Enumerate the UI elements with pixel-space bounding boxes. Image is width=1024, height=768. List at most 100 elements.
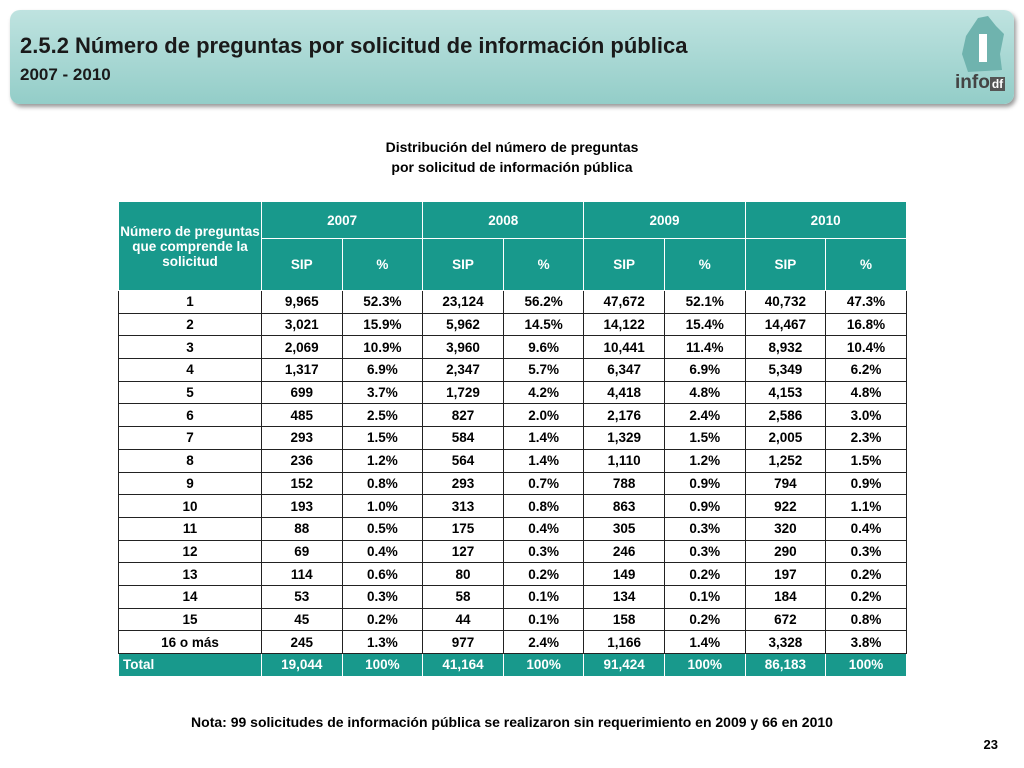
cell: 14,467: [744, 312, 827, 337]
cell: 672: [744, 607, 827, 632]
data-row: 6 485 2.5% 827 2.0% 2,176 2.4% 2,586 3.0%: [118, 403, 907, 428]
total-cell: 100%: [502, 653, 585, 677]
cell: 1.2%: [341, 448, 424, 473]
cell: 52.3%: [341, 290, 424, 314]
cell: 7: [118, 426, 262, 450]
cell: 0.3%: [502, 539, 585, 564]
cell: 320: [744, 516, 827, 541]
header-row: Número de preguntas que comprende la sol…: [118, 201, 907, 291]
cell: 827: [422, 403, 504, 428]
cell: 699: [261, 380, 343, 405]
total-row: Total 19,044 100% 41,164 100% 91,424 100% 86,18…: [118, 653, 907, 677]
cell: 4.8%: [663, 380, 746, 405]
cell: 3.8%: [825, 630, 907, 654]
cell: 0.2%: [663, 607, 746, 632]
total-cell: 100%: [825, 653, 907, 677]
cell: 5,349: [744, 358, 827, 382]
cell: 1.3%: [341, 630, 424, 654]
cell: 0.1%: [663, 584, 746, 609]
cell: 863: [583, 494, 665, 518]
cell: 5,962: [422, 312, 504, 337]
total-cell: 41,164: [422, 653, 504, 677]
cell: 3.0%: [825, 403, 907, 428]
cell: 0.4%: [341, 539, 424, 564]
cell: 8: [118, 448, 262, 473]
data-row: 5 699 3.7% 1,729 4.2% 4,418 4.8% 4,153 4.8%: [118, 380, 907, 405]
cell: 184: [744, 584, 827, 609]
cell: 6.9%: [341, 358, 424, 382]
data-row: 11 88 0.5% 175 0.4% 305 0.3% 320 0.4%: [118, 516, 907, 541]
data-row: 13 114 0.6% 80 0.2% 149 0.2% 197 0.2%: [118, 562, 907, 586]
cell: 0.7%: [502, 471, 585, 496]
cell: 0.1%: [502, 584, 585, 609]
cell: 47.3%: [825, 290, 907, 314]
cell: 1,166: [583, 630, 665, 654]
cell: 15.9%: [341, 312, 424, 337]
cell: 2,069: [261, 335, 343, 360]
cell: 197: [744, 562, 827, 586]
cell: 0.2%: [825, 584, 907, 609]
cell: 5.7%: [502, 358, 585, 382]
note: Nota: 99 solicitudes de información públ…: [191, 714, 833, 730]
cell: 10,441: [583, 335, 665, 360]
cell: 0.8%: [825, 607, 907, 632]
cell: 9,965: [261, 290, 343, 314]
cell: 6.2%: [825, 358, 907, 382]
cell: 0.8%: [502, 494, 585, 518]
cell: 69: [261, 539, 343, 564]
cell: 2,176: [583, 403, 665, 428]
cell: 2.3%: [825, 426, 907, 450]
cell: 193: [261, 494, 343, 518]
data-row: 2 3,021 15.9% 5,962 14.5% 14,122 15.4% 14,467 16…: [118, 312, 907, 337]
cell: 5: [118, 380, 262, 405]
cell: 0.2%: [663, 562, 746, 586]
cell: 290: [744, 539, 827, 564]
sub-header: %: [502, 238, 585, 291]
total-cell: 100%: [663, 653, 746, 677]
cell: 4: [118, 358, 262, 382]
total-cell: 19,044: [261, 653, 343, 677]
cell: 45: [261, 607, 343, 632]
cell: 2.4%: [663, 403, 746, 428]
data-row: 15 45 0.2% 44 0.1% 158 0.2% 672 0.8%: [118, 607, 907, 632]
data-row: 16 o más 245 1.3% 977 2.4% 1,166 1.4% 3,328 3.8%: [118, 630, 907, 654]
cell: 245: [261, 630, 343, 654]
cell: 0.3%: [341, 584, 424, 609]
cell: 794: [744, 471, 827, 496]
cell: 0.3%: [663, 516, 746, 541]
cell: 6: [118, 403, 262, 428]
cell: 23,124: [422, 290, 504, 314]
cell: 1.4%: [502, 426, 585, 450]
cell: 6,347: [583, 358, 665, 382]
cell: 2,005: [744, 426, 827, 450]
cell: 9: [118, 471, 262, 496]
cell: 788: [583, 471, 665, 496]
cell: 1.2%: [663, 448, 746, 473]
cell: 293: [422, 471, 504, 496]
cell: 922: [744, 494, 827, 518]
data-row: 4 1,317 6.9% 2,347 5.7% 6,347 6.9% 5,349 6.2%: [118, 358, 907, 382]
logo: info df: [955, 72, 1006, 94]
cell: 0.9%: [663, 471, 746, 496]
cell: 10.4%: [825, 335, 907, 360]
cell: 0.3%: [663, 539, 746, 564]
cell: 3,021: [261, 312, 343, 337]
cell: 10.9%: [341, 335, 424, 360]
cell: 56.2%: [502, 290, 585, 314]
data-row: 10 193 1.0% 313 0.8% 863 0.9% 922 1.1%: [118, 494, 907, 518]
cell: 3.7%: [341, 380, 424, 405]
cell: 88: [261, 516, 343, 541]
cell: 14: [118, 584, 262, 609]
sub-header: %: [341, 238, 424, 291]
cell: 236: [261, 448, 343, 473]
cell: 0.5%: [341, 516, 424, 541]
cell: 158: [583, 607, 665, 632]
cell: 80: [422, 562, 504, 586]
total-cell: 100%: [341, 653, 424, 677]
cell: 2.4%: [502, 630, 585, 654]
cell: 15.4%: [663, 312, 746, 337]
cell: 9.6%: [502, 335, 585, 360]
cell: 2.0%: [502, 403, 585, 428]
cell: 2,347: [422, 358, 504, 382]
